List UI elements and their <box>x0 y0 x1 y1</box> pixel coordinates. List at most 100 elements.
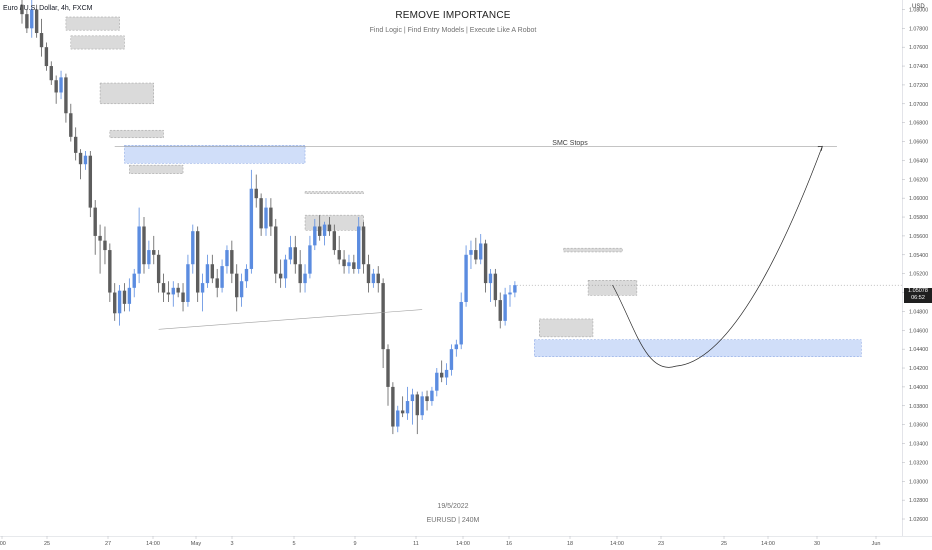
price-tick-label: 1.03800 <box>909 404 928 410</box>
projection-arrowhead <box>817 145 823 151</box>
bullish-candle <box>410 394 415 402</box>
bearish-candle <box>103 240 107 251</box>
order-block-zone <box>70 35 125 50</box>
bullish-candle <box>239 281 244 298</box>
bullish-candle <box>479 243 483 260</box>
time-tick-label: 23 <box>658 541 664 547</box>
time-tick-label: 9 <box>353 541 356 547</box>
bullish-candle <box>469 250 473 255</box>
bearish-candle <box>425 396 429 402</box>
current-price-tag[interactable]: 1.05078 06:52 <box>904 288 932 303</box>
price-tick-label: 1.08000 <box>909 7 928 13</box>
price-tick-label: 1.07200 <box>909 83 928 89</box>
price-tick-label: 1.06400 <box>909 158 928 164</box>
bearish-candle <box>64 77 68 114</box>
bearish-candle <box>73 136 78 153</box>
bullish-candle <box>449 349 454 370</box>
trend-line <box>158 309 423 330</box>
bearish-candle <box>474 250 478 260</box>
bearish-candle <box>391 386 395 427</box>
bearish-candle <box>327 224 332 232</box>
bearish-candle <box>161 283 166 293</box>
current-price-value: 1.05078 <box>908 288 928 294</box>
order-block-zone <box>109 129 164 139</box>
bearish-candle <box>166 292 171 295</box>
zones-layer <box>65 16 862 357</box>
bullish-candle <box>83 155 88 165</box>
bearish-candle <box>376 273 380 284</box>
bearish-candle <box>293 247 297 265</box>
price-tick-label: 1.04000 <box>909 385 928 391</box>
price-tick-label: 1.05400 <box>909 253 928 259</box>
bearish-candle <box>152 250 156 255</box>
price-tick-label: 1.04800 <box>909 309 928 315</box>
bearish-candle <box>54 80 58 93</box>
bullish-candle <box>191 231 195 265</box>
order-block-zone <box>65 16 120 31</box>
bearish-candle <box>498 300 502 321</box>
candles-layer <box>20 0 517 435</box>
bullish-candle <box>508 292 512 295</box>
bullish-candle <box>308 245 312 274</box>
currency-label: USD <box>912 4 925 10</box>
bearish-candle <box>181 292 185 302</box>
bearish-candle <box>278 273 283 279</box>
bullish-candle <box>454 344 459 350</box>
bearish-candle <box>69 113 73 137</box>
price-tick-label: 1.04200 <box>909 366 928 372</box>
bullish-candle <box>205 264 210 284</box>
bullish-candle <box>322 224 327 236</box>
bearish-candle <box>210 264 215 279</box>
bullish-candle <box>117 290 122 314</box>
bullish-candle <box>137 226 141 274</box>
symbol-label: Euro / U.S. Dollar, 4h, FXCM <box>3 5 93 12</box>
price-tick-label: 1.06200 <box>909 177 928 183</box>
bearish-candle <box>108 250 112 293</box>
price-tick-label: 1.07400 <box>909 64 928 70</box>
order-block-zone <box>304 191 364 194</box>
footer-symbol: EURUSD | 240M <box>426 517 480 524</box>
bullish-candle <box>283 259 288 279</box>
bearish-candle <box>156 254 161 284</box>
bullish-candle <box>171 287 175 295</box>
price-tick-label: 1.07600 <box>909 45 928 51</box>
bearish-candle <box>381 283 385 350</box>
chart-title: REMOVE IMPORTANCE <box>395 10 511 21</box>
time-tick-label: 3 <box>230 541 233 547</box>
bullish-candle <box>132 273 136 288</box>
bullish-candle <box>249 188 254 269</box>
price-tick-label: 1.07800 <box>909 26 928 32</box>
bullish-candle <box>200 283 205 293</box>
bearish-candle <box>142 226 146 265</box>
demand-zone <box>534 339 862 357</box>
time-tick-label: 18 <box>567 541 573 547</box>
time-tick-label: 14:00 <box>610 541 624 547</box>
bullish-candle <box>347 262 351 267</box>
bearish-candle <box>298 264 302 284</box>
bearish-candle <box>215 278 219 288</box>
bearish-candle <box>176 287 180 293</box>
bullish-candle <box>147 250 151 265</box>
bearish-candle <box>259 198 263 229</box>
bullish-candle <box>30 9 34 29</box>
bearish-candle <box>20 4 24 15</box>
bearish-candle <box>235 273 239 298</box>
bullish-candle <box>430 390 434 402</box>
order-block-zone <box>587 280 638 296</box>
price-tick-label: 1.04600 <box>909 328 928 334</box>
bearish-candle <box>332 231 337 251</box>
price-tick-label: 1.06800 <box>909 121 928 127</box>
price-tick-label: 1.03000 <box>909 479 928 485</box>
price-axis-bg <box>902 0 932 550</box>
bearish-candle <box>49 66 53 81</box>
bearish-candle <box>400 410 405 414</box>
price-tick-label: 1.05200 <box>909 272 928 278</box>
bearish-candle <box>25 14 29 29</box>
price-tick-label: 1.06600 <box>909 140 928 146</box>
bearish-candle <box>78 152 83 165</box>
bullish-candle <box>244 268 249 282</box>
bearish-candle <box>254 188 258 199</box>
price-tick-label: 1.02800 <box>909 498 928 504</box>
